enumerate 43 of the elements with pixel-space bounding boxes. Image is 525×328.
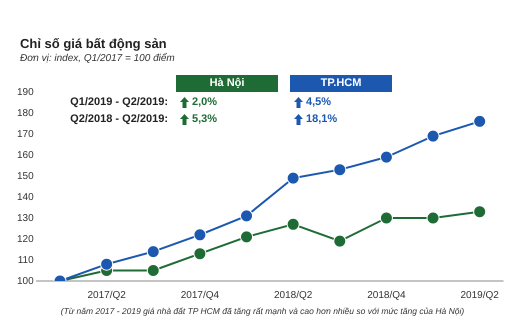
y-tick-label: 170 (16, 128, 34, 140)
text: (Từ năm 2017 - 2019 giá nhà đất TP HCM đã tăng rất mạnh và cao hơn nhiều so với mức tăng của Hà Nội) (60, 306, 466, 316)
point (146, 245, 160, 258)
y-tick-label: 180 (16, 108, 34, 119)
point (426, 212, 440, 224)
chart-subtitle: Đơn vị: index, Q1/2017 = 100 điểm (20, 53, 175, 64)
y-tick-label: 110 (18, 254, 34, 266)
y-tick-label: 150 (16, 170, 34, 182)
point (193, 228, 206, 242)
point (473, 114, 486, 128)
x-tick-label: 2019/Q2 (460, 290, 500, 301)
text: TP.HCM (290, 75, 392, 92)
point (286, 172, 300, 185)
annotation: Q1/2019 - Q2/2019: (69, 96, 168, 108)
text: Hà Nội (176, 75, 278, 92)
x-tick-label: 2017/Q4 (180, 290, 220, 301)
annotation: 5,3% (192, 113, 218, 125)
annotation: 2,0% (192, 96, 218, 108)
y-tick-label: 130 (16, 212, 34, 224)
x-tick-label: 2017/Q2 (87, 290, 126, 301)
point (286, 218, 300, 231)
annotation: 4,5% (306, 96, 332, 108)
y-tick-label: 120 (16, 234, 34, 245)
y-tick-label: 160 (16, 150, 34, 161)
point (146, 264, 160, 277)
point (240, 230, 254, 244)
point (240, 209, 254, 222)
point (333, 163, 346, 176)
y-tick-label: 100 (16, 276, 34, 287)
point (333, 234, 346, 248)
point (426, 130, 440, 143)
x-tick-label: 2018/Q2 (274, 290, 313, 301)
point (473, 205, 486, 218)
y-tick-label: 140 (16, 192, 34, 203)
point (193, 247, 206, 260)
annotation: Q2/2018 - Q2/2019: (70, 113, 168, 125)
annotation: 18,1% (306, 113, 338, 125)
point (380, 150, 393, 164)
chart-title: Chỉ số giá bất động sản (20, 36, 167, 51)
x-tick-label: 2018/Q4 (367, 290, 406, 301)
y-tick-label: 190 (16, 86, 34, 98)
point (100, 258, 114, 271)
point (380, 212, 393, 224)
